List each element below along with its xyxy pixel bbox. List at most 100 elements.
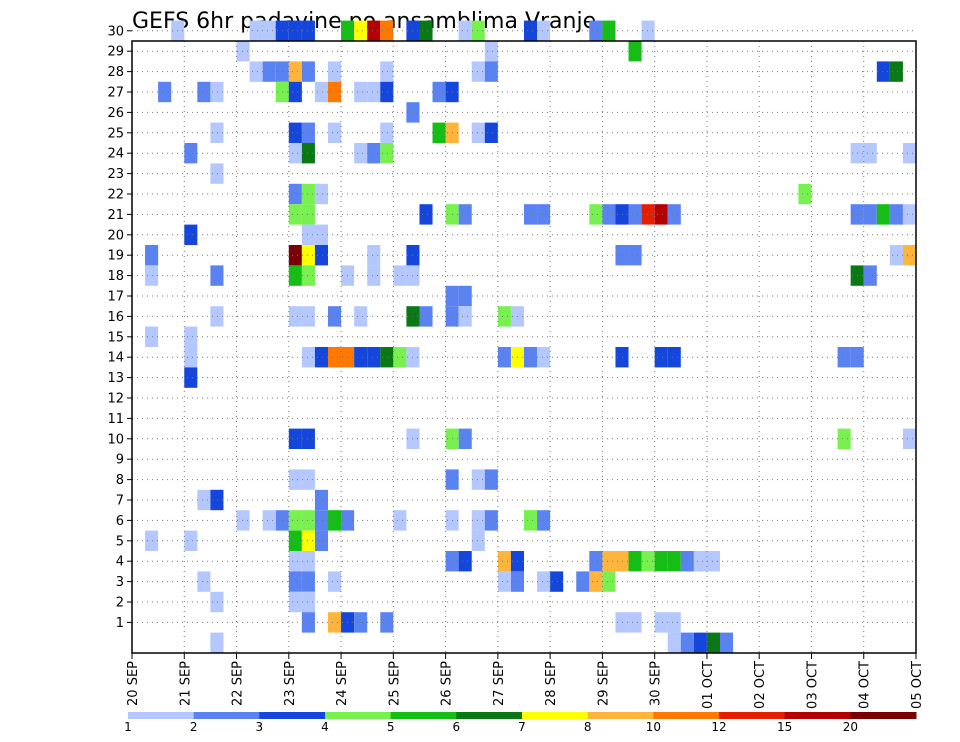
heatmap-cell: [419, 204, 433, 225]
heatmap-cell: [497, 306, 511, 327]
colorbar-swatch: [653, 712, 720, 719]
heatmap-cell: [301, 20, 315, 41]
colorbar-label: 10: [646, 720, 661, 734]
heatmap-cell: [380, 20, 394, 41]
heatmap-cell: [301, 143, 315, 164]
heatmap-cell: [210, 306, 224, 327]
heatmap-cell: [301, 428, 315, 449]
colorbar-label: 2: [190, 720, 198, 734]
y-tick-label: 28: [107, 65, 124, 80]
heatmap-cell: [328, 510, 342, 531]
heatmap-cell: [301, 469, 315, 490]
colorbar-swatch: [325, 712, 392, 719]
heatmap-cell: [314, 510, 328, 531]
heatmap-cell: [471, 122, 485, 143]
heatmap-cell: [210, 591, 224, 613]
heatmap-cell: [158, 81, 172, 103]
y-tick-label: 5: [116, 534, 124, 549]
heatmap-cell: [419, 306, 433, 327]
heatmap-cell: [197, 81, 211, 103]
heatmap-cell: [537, 347, 551, 368]
x-tick-label: 28 SEP: [544, 661, 559, 706]
heatmap-cell: [863, 204, 877, 225]
y-tick-label: 10: [107, 432, 124, 447]
heatmap-cell: [210, 632, 224, 653]
heatmap-cell: [314, 245, 328, 266]
x-tick-label: 03 OCT: [805, 661, 820, 709]
y-tick-label: 2: [116, 596, 124, 611]
heatmap-cell: [367, 20, 381, 41]
heatmap-cell: [628, 612, 642, 633]
x-tick-label: 30 SEP: [649, 661, 664, 706]
heatmap-cell: [210, 81, 224, 103]
heatmap-cell: [301, 245, 315, 266]
grid-lines: [132, 30, 917, 653]
heatmap-cell: [288, 571, 302, 592]
heatmap-cell: [537, 204, 551, 225]
heatmap-cell: [262, 61, 276, 82]
heatmap-cell: [288, 245, 302, 266]
colorbar-swatch: [193, 712, 260, 719]
heatmap-cell: [145, 265, 159, 286]
y-tick-label: 27: [107, 86, 124, 101]
heatmap-cell: [380, 122, 394, 143]
heatmap-cell: [602, 204, 616, 225]
colorbar-label: 5: [387, 720, 395, 734]
heatmap-cell: [524, 20, 538, 41]
heatmap-cell: [667, 612, 681, 633]
heatmap-cell: [706, 551, 720, 572]
heatmap-cell: [301, 347, 315, 368]
y-tick-label: 24: [107, 147, 124, 162]
heatmap-cell: [537, 571, 551, 592]
heatmap-cell: [837, 428, 851, 449]
heatmap-cell: [706, 632, 720, 653]
x-tick-label: 29 SEP: [596, 661, 611, 706]
heatmap-cell: [693, 632, 707, 653]
heatmap-cell: [314, 183, 328, 205]
heatmap-cell: [589, 551, 603, 572]
heatmap-cell: [602, 571, 616, 592]
heatmap-cell: [288, 306, 302, 327]
heatmap-cell: [380, 612, 394, 633]
heatmap-cell: [458, 204, 472, 225]
heatmap-cell: [432, 122, 446, 143]
heatmap-cell: [667, 632, 681, 653]
y-tick-label: 21: [107, 208, 124, 223]
colorbar-label: 7: [518, 720, 526, 734]
heatmap-cells: [145, 20, 916, 653]
y-tick-label: 19: [107, 249, 124, 264]
heatmap-cell: [354, 143, 368, 164]
heatmap-cell: [367, 265, 381, 286]
heatmap-cell: [471, 61, 485, 82]
heatmap-cell: [354, 20, 368, 41]
heatmap-cell: [288, 20, 302, 41]
heatmap-cell: [471, 469, 485, 490]
heatmap-cell: [288, 265, 302, 286]
heatmap-cell: [301, 612, 315, 633]
heatmap-cell: [236, 510, 250, 531]
colorbar-swatch: [850, 712, 917, 719]
heatmap-cell: [876, 61, 890, 82]
heatmap-cell: [628, 245, 642, 266]
x-tick-label: 01 OCT: [701, 661, 716, 709]
y-tick-label: 13: [107, 371, 124, 386]
heatmap-cell: [628, 204, 642, 225]
heatmap-cell: [720, 632, 734, 653]
x-tick-label: 26 SEP: [440, 661, 455, 706]
colorbar-label: 15: [777, 720, 792, 734]
heatmap-cell: [667, 551, 681, 572]
heatmap-cell: [184, 143, 198, 164]
heatmap-cell: [902, 428, 916, 449]
heatmap-cell: [902, 143, 916, 164]
y-tick-label: 8: [116, 473, 124, 488]
heatmap-cell: [236, 41, 250, 62]
heatmap-cell: [589, 20, 603, 41]
y-tick-label: 17: [107, 290, 124, 305]
heatmap-cell: [628, 41, 642, 62]
heatmap-cell: [602, 551, 616, 572]
heatmap-cell: [301, 571, 315, 592]
heatmap-cell: [524, 347, 538, 368]
heatmap-cell: [471, 20, 485, 41]
heatmap-cell: [354, 306, 368, 327]
